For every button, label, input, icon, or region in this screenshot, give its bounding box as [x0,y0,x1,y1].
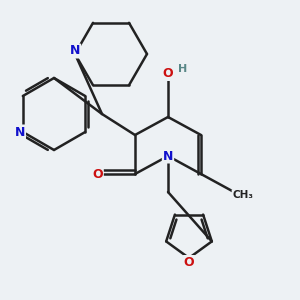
Text: N: N [163,149,173,163]
Text: CH₃: CH₃ [232,190,254,200]
Text: N: N [70,44,80,58]
Text: O: O [184,256,194,269]
Text: N: N [15,125,25,139]
Text: O: O [92,167,103,181]
Text: H: H [178,64,188,74]
Text: O: O [163,67,173,80]
